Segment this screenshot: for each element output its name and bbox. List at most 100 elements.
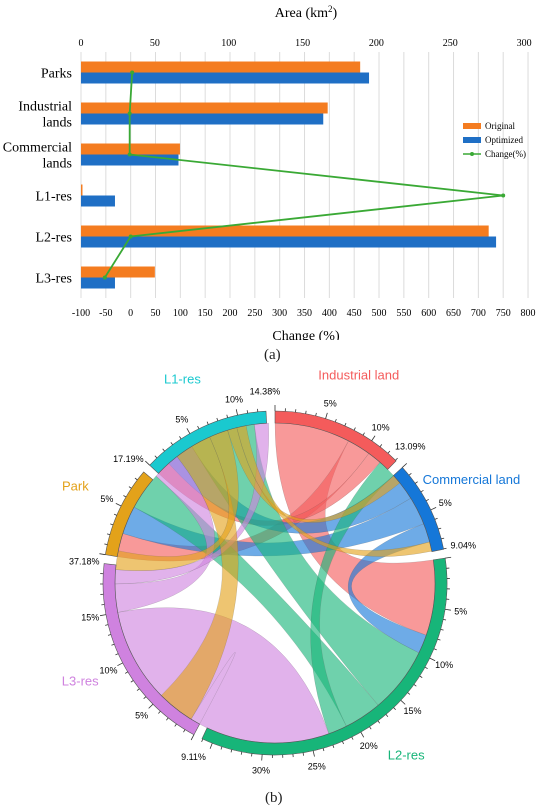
- change-tick-label: 0: [128, 308, 133, 319]
- chord-tick: [395, 457, 398, 461]
- change-point: [128, 234, 133, 239]
- chord-tick: [115, 653, 119, 656]
- category-label: L2-res: [35, 231, 72, 246]
- chord-tick: [128, 486, 132, 489]
- chord-tick: [201, 738, 204, 743]
- area-tick-label: 250: [443, 38, 458, 49]
- chord-tick: [148, 703, 154, 709]
- change-tick-label: 600: [421, 308, 436, 319]
- chord-tick-label: 15%: [81, 613, 99, 623]
- change-tick-label: 50: [151, 308, 161, 319]
- chord-tick: [429, 657, 436, 662]
- chord-tick: [325, 412, 328, 419]
- chord-tick: [166, 717, 169, 721]
- chord-tick: [315, 412, 317, 416]
- chord-chart-b: 5% 10% 5% 5% 10% 15% 20% 25% 30% 5% 10% 15% 5% 5% 10% 1…: [62, 368, 520, 776]
- change-line: [102, 70, 506, 280]
- chord-tick: [443, 547, 447, 550]
- area-tick-label: 300: [517, 38, 532, 49]
- change-tick-label: 300: [272, 308, 287, 319]
- chord-tick: [332, 744, 335, 748]
- chord-tick: [162, 448, 165, 452]
- chord-tick: [334, 418, 337, 423]
- legend-swatch: [463, 137, 481, 143]
- chord-tick: [134, 477, 138, 481]
- category-label: Industrial: [18, 100, 72, 115]
- chord-tick: [362, 432, 365, 436]
- change-tick-label: 750: [496, 308, 511, 319]
- chord-tick: [387, 450, 391, 454]
- chord-tick: [104, 543, 108, 545]
- category-labels: ParksIndustriallandsCommerciallandsL1-re…: [3, 67, 72, 287]
- chord-tick: [186, 428, 191, 434]
- chord-tick: [322, 748, 325, 752]
- chord-tick: [143, 696, 147, 699]
- category-label: Commercial: [3, 141, 72, 156]
- bar-optimized: [81, 277, 115, 289]
- bar-optimized: [81, 113, 324, 125]
- chord-tick: [183, 729, 186, 733]
- chord-tick-label: 30%: [252, 765, 270, 775]
- chord-tick: [400, 699, 406, 705]
- chord-tick: [377, 720, 381, 724]
- change-tick-label: 500: [372, 308, 387, 319]
- chord-arc: [149, 410, 267, 474]
- bar-original: [81, 266, 155, 278]
- legend-label: Original: [485, 121, 515, 131]
- chord-tick: [408, 473, 412, 476]
- chord-cumulative-label: 9.04%: [451, 540, 477, 550]
- chord-tick: [179, 436, 182, 440]
- category-label: Parks: [41, 67, 72, 82]
- bars: [81, 61, 497, 289]
- caption-b: (b): [265, 790, 283, 806]
- bar-original: [81, 225, 489, 237]
- chord-cumulative-label: 9.11%: [181, 752, 206, 762]
- area-tick-label: 200: [369, 38, 384, 49]
- chord-cumulative-label: 13.09%: [395, 442, 426, 452]
- change-point: [501, 193, 506, 198]
- chord-tick: [414, 481, 418, 484]
- chord-tick: [369, 726, 372, 730]
- change-tick-label: -100: [72, 308, 90, 319]
- change-point: [102, 275, 107, 280]
- chord-tick: [220, 746, 223, 750]
- change-line-path: [104, 72, 504, 278]
- chord-tick: [136, 688, 140, 691]
- chord-tick: [209, 743, 213, 749]
- chord-arc: [201, 557, 448, 756]
- chord-tick: [106, 533, 111, 536]
- chord-tick: [312, 750, 315, 757]
- chord-tick: [419, 675, 423, 678]
- chord-tick-label: 5%: [100, 494, 113, 504]
- chord-cumulative-label: 37.18%: [69, 556, 100, 566]
- chord-cumulative-label: 14.38%: [250, 386, 281, 396]
- bottom-axis-ticks: -100 -50 0 50 100 150 200 250 300 350 400 450 500 550…: [72, 308, 536, 319]
- chord-ticks: 5% 10% 5% 5% 10% 15% 20% 25% 30% 5% 10% 15% 5% 5% 10% 1…: [69, 386, 476, 775]
- chord-tick: [433, 648, 437, 651]
- chord-tick: [305, 410, 307, 414]
- chord-tick: [105, 624, 109, 626]
- chord-tick: [240, 751, 243, 755]
- legend-label: Optimized: [485, 135, 523, 145]
- category-label: L1-res: [35, 190, 72, 205]
- area-tick-label: 150: [295, 38, 310, 49]
- grid-lines: [80, 52, 529, 298]
- change-tick-label: 400: [322, 308, 337, 319]
- chord-tick: [444, 608, 451, 611]
- chord-tick: [443, 618, 447, 621]
- bar-optimized: [81, 154, 179, 166]
- chord-group-label: L1-res: [164, 371, 201, 386]
- change-tick-label: 250: [247, 308, 262, 319]
- chord-tick-label: 5%: [135, 710, 148, 720]
- legend-label: Change(%): [485, 149, 526, 159]
- bar-original: [81, 184, 83, 196]
- chord-tick: [438, 527, 442, 530]
- chord-tick: [413, 684, 417, 687]
- chord-tick: [117, 662, 123, 667]
- category-label: lands: [42, 157, 72, 172]
- chord-tick: [158, 710, 161, 714]
- chord-group-label: Park: [62, 479, 89, 494]
- chord-tick: [145, 460, 150, 466]
- bar-optimized: [81, 236, 497, 248]
- chord-tick: [402, 463, 408, 468]
